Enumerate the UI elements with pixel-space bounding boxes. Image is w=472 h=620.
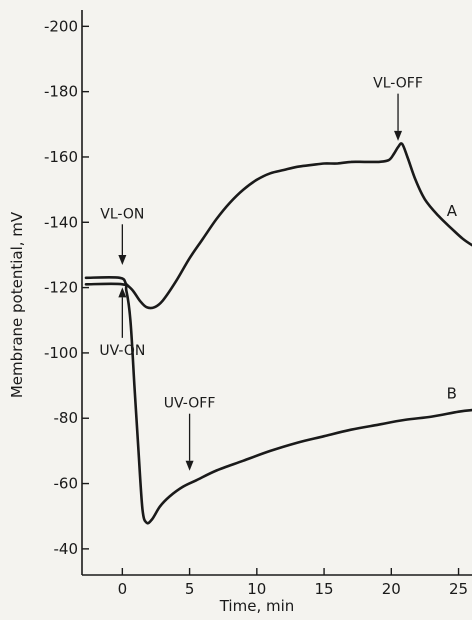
- ticks: -40 -60 -80 -100 -120 -140 -160 -180 -200 0 5 10 15 2…: [44, 17, 468, 598]
- y-axis-label: Membrane potential, mV: [8, 211, 26, 398]
- y-tick-label: -80: [54, 409, 79, 427]
- axes: [81, 10, 472, 576]
- series-line-a: [84, 142, 472, 310]
- arrow-head-icon: [394, 130, 403, 141]
- y-tick-label: -140: [44, 213, 78, 231]
- x-tick-label: 0: [118, 580, 128, 598]
- x-tick-label: 20: [382, 580, 401, 598]
- x-axis-label: Time, min: [219, 597, 295, 615]
- annotations: VL-ON VL-OFF UV-ON UV-OFF A B: [99, 76, 458, 471]
- y-tick-label: -200: [44, 17, 78, 35]
- x-tick-label: 10: [247, 580, 266, 598]
- x-tick-label: 5: [185, 580, 195, 598]
- arrow-head-icon: [118, 287, 127, 298]
- y-tick-label: -160: [44, 148, 78, 166]
- arrow-head-icon: [118, 255, 127, 266]
- y-tick-label: -180: [44, 83, 78, 101]
- x-tick-label: 25: [449, 580, 468, 598]
- annotation-vl-on: VL-ON: [100, 206, 144, 222]
- y-tick-label: -120: [44, 279, 78, 297]
- annotation-vl-off: VL-OFF: [373, 76, 423, 92]
- x-tick-label: 15: [315, 580, 334, 598]
- curve-label-b: B: [447, 385, 457, 403]
- annotation-uv-off: UV-OFF: [164, 396, 216, 412]
- series: [84, 142, 472, 525]
- y-tick-label: -60: [54, 475, 79, 493]
- y-tick-label: -100: [44, 344, 78, 362]
- arrow-head-icon: [185, 460, 194, 471]
- y-tick-label: -40: [54, 540, 79, 558]
- annotation-uv-on: UV-ON: [99, 343, 145, 359]
- series-line-b: [84, 282, 472, 525]
- curve-label-a: A: [447, 202, 458, 220]
